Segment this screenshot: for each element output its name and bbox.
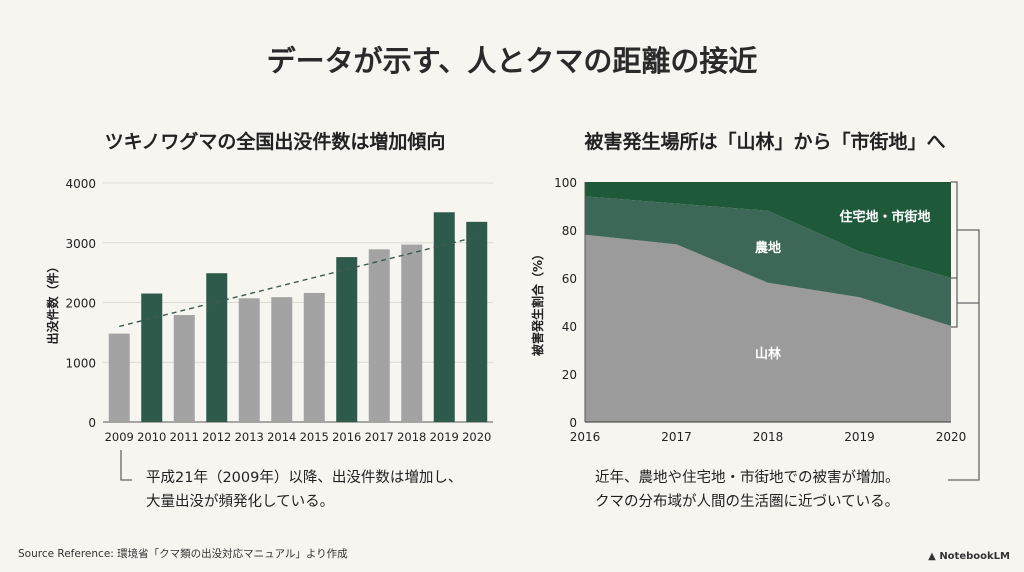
bar — [206, 273, 228, 422]
brand-logo: ▲ NotebookLM — [928, 551, 1010, 562]
left-note: 平成21年（2009年）以降、出没件数は増加し、 大量出没が頻発化している。 — [146, 466, 462, 514]
x-tick-label: 2020 — [936, 430, 967, 444]
bar — [401, 244, 423, 422]
y-tick-label: 4000 — [65, 177, 96, 191]
left-note-line: 大量出没が頻発化している。 — [146, 494, 335, 510]
series-label: 住宅地・市街地 — [839, 209, 930, 225]
bar — [336, 257, 358, 422]
x-tick-label: 2010 — [137, 430, 166, 444]
right-note-line: クマの分布域が人間の生活圏に近づいている。 — [595, 494, 900, 510]
x-tick-label: 2019 — [844, 430, 875, 444]
bar — [368, 249, 390, 422]
x-tick-label: 2013 — [235, 430, 264, 444]
bar — [108, 333, 130, 422]
trendline — [119, 236, 477, 328]
bar — [433, 212, 455, 422]
x-tick-label: 2019 — [430, 430, 459, 444]
page-title: データが示す、人とクマの距離の接近 — [266, 44, 758, 78]
left-note-line: 平成21年（2009年）以降、出没件数は増加し、 — [146, 470, 463, 486]
x-tick-label: 2012 — [202, 430, 231, 444]
y-tick-label: 80 — [562, 224, 577, 238]
area-chart-title: 被害発生場所は「山林」から「市街地」へ — [584, 131, 946, 153]
bar — [466, 221, 488, 422]
bar — [238, 298, 260, 422]
series-label: 山林 — [755, 346, 781, 362]
y-tick-label: 60 — [562, 272, 577, 286]
annotation-connectors — [120, 181, 980, 481]
bar — [303, 292, 325, 422]
x-tick-label: 2017 — [365, 430, 394, 444]
x-tick-label: 2014 — [267, 430, 296, 444]
y-tick-label: 0 — [569, 416, 577, 430]
x-tick-label: 2018 — [397, 430, 426, 444]
bracket-upper — [951, 181, 958, 328]
series-label: 農地 — [755, 240, 781, 256]
source-reference: Source Reference: 環境省「クマ類の出没対応マニュアル」より作成 — [18, 548, 348, 560]
x-tick-label: 2016 — [570, 430, 601, 444]
bar — [271, 297, 293, 422]
area-forest — [585, 234, 951, 422]
x-tick-label: 2011 — [170, 430, 199, 444]
bar-chart-title: ツキノワグマの全国出没件数は増加傾向 — [104, 131, 446, 153]
right-note-line: 近年、農地や住宅地・市街地での被害が増加。 — [595, 470, 900, 486]
y-axis-label: 被害発生割合（%） — [530, 248, 545, 356]
x-tick-label: 2017 — [661, 430, 692, 444]
bracket-connector — [948, 229, 980, 481]
bar — [141, 293, 163, 422]
y-tick-label: 0 — [88, 416, 96, 430]
area-residential — [585, 182, 951, 278]
y-tick-label: 40 — [562, 320, 577, 334]
y-tick-label: 20 — [562, 368, 577, 382]
left-note-connector — [120, 450, 132, 481]
y-axis-label: 出没件数（件） — [45, 260, 60, 344]
y-tick-label: 1000 — [65, 356, 96, 370]
x-tick-label: 2015 — [300, 430, 329, 444]
bar — [173, 315, 195, 422]
x-tick-label: 2016 — [332, 430, 361, 444]
x-tick-label: 2020 — [462, 430, 491, 444]
area-chart: 0 20 40 60 80 100 2016 2017 2018 2019 2020 山林 農地 住宅地・… — [530, 176, 966, 444]
right-note: 近年、農地や住宅地・市街地での被害が増加。 クマの分布域が人間の生活圏に近づいて… — [595, 466, 900, 514]
brand-text: NotebookLM — [939, 551, 1010, 562]
y-tick-label: 2000 — [65, 297, 96, 311]
area-farmland — [585, 196, 951, 326]
y-tick-label: 100 — [554, 176, 577, 190]
y-tick-label: 3000 — [65, 237, 96, 251]
x-tick-label: 2009 — [105, 430, 134, 444]
x-tick-label: 2018 — [753, 430, 784, 444]
